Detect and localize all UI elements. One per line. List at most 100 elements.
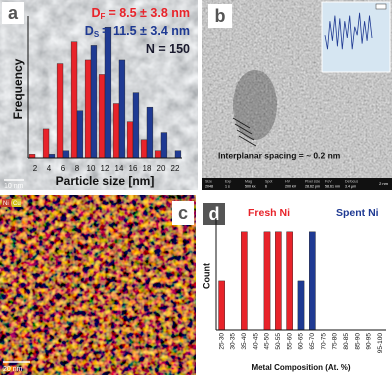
panel-label: a [8, 3, 19, 23]
panel-label: d [209, 204, 220, 224]
x-tick-label: 25-30 [218, 333, 225, 350]
info-value: 1 s [225, 184, 230, 188]
bar [118, 59, 126, 159]
bar [104, 27, 112, 159]
annotation-text: N = 150 [146, 42, 190, 56]
x-tick-label: 70-75 [320, 333, 327, 350]
panel-label-box [203, 203, 225, 225]
bar [286, 231, 293, 331]
panel-label-box [208, 4, 232, 28]
info-header: FoV [325, 179, 332, 183]
lattice-lines [232, 117, 257, 147]
x-tick-label: 55-60 [286, 333, 293, 350]
info-header: Pixel size [305, 179, 320, 183]
info-header: Size [205, 179, 212, 183]
x-axis-label: Metal Composition (At. %) [251, 363, 350, 372]
bar [56, 63, 64, 159]
x-tick-label: 45-50 [264, 333, 271, 350]
bar [62, 150, 70, 159]
info-header: Spot [265, 179, 272, 183]
legend-label: Cu [13, 201, 21, 207]
x-tick-label: 16 [129, 164, 138, 173]
x-tick-label: 22 [171, 164, 180, 173]
info-bar [202, 178, 392, 190]
bar [84, 59, 92, 159]
bar [90, 45, 98, 159]
y-axis-label: Frequency [11, 58, 25, 119]
bar [241, 231, 248, 331]
bar [132, 92, 140, 159]
x-tick-label: 2 [33, 164, 38, 173]
annotation: Interplanar spacing = ~ 0.2 nm [218, 150, 341, 160]
x-axis-label: Particle size [nm] [56, 174, 155, 188]
bar [275, 231, 282, 331]
x-tick-label: 6 [61, 164, 66, 173]
line-profile [324, 12, 373, 50]
x-tick-label: 80-85 [343, 333, 350, 350]
y-axis-label: Count [201, 263, 211, 289]
bar [112, 103, 120, 159]
info-header: HV [285, 179, 291, 183]
info-value: 6 [265, 184, 267, 188]
annotation-subscript: F [101, 12, 106, 21]
x-tick-label: 10 [87, 164, 96, 173]
info-header: Exp [225, 179, 231, 183]
info-value: 2048 [205, 184, 213, 188]
info-value: 3.4 µm [345, 184, 356, 188]
bar [76, 110, 84, 159]
bar [70, 41, 78, 159]
x-tick-label: 14 [115, 164, 124, 173]
x-tick-label: 90-95 [366, 333, 373, 350]
scale-bar-label: 2 nm [379, 181, 389, 186]
bar [140, 139, 148, 159]
bar [98, 74, 106, 159]
panel-label-box [172, 201, 194, 225]
annotation-symbol: D [85, 24, 94, 38]
scale-bar-label: 20 nm [3, 366, 23, 373]
x-tick-label: 95-100 [377, 333, 384, 354]
scale-bar-label: 10 nm [4, 183, 24, 190]
bar [42, 128, 50, 159]
panel-label-box [2, 2, 24, 24]
inset [321, 1, 391, 73]
x-tick-label: 75-80 [332, 333, 339, 350]
bar [263, 231, 271, 331]
info-value: 58.61 nm [325, 184, 340, 188]
info-header: Mag [245, 179, 252, 183]
x-tick-label: 35-40 [241, 333, 248, 350]
panel-label: c [178, 203, 188, 223]
annotation-text: = 11.5 ± 3.4 nm [102, 24, 190, 38]
x-tick-label: 12 [101, 164, 110, 173]
bar [174, 150, 182, 159]
legend-label: Spent Ni [336, 207, 379, 219]
bar [160, 132, 168, 159]
x-tick-label: 20 [157, 164, 166, 173]
annotation-subscript: S [94, 30, 100, 39]
legend-label: Fresh Ni [248, 207, 290, 219]
bar [309, 231, 316, 331]
inset-legend [375, 3, 387, 10]
bar [146, 106, 154, 159]
x-tick-label: 85-90 [354, 333, 361, 350]
x-tick-label: 40-45 [252, 333, 259, 350]
x-tick-label: 30-35 [230, 333, 237, 350]
x-tick-label: 4 [47, 164, 52, 173]
info-value: 500 kx [245, 184, 256, 188]
x-tick-label: 65-70 [309, 333, 316, 350]
bar [154, 150, 162, 159]
panel-label: b [215, 6, 226, 26]
annotation-symbol: D [92, 6, 101, 20]
legend-label: Ni [3, 201, 9, 207]
annotation: DS = 11.5 ± 3.4 nm [85, 24, 190, 39]
bar [218, 280, 225, 331]
x-tick-label: 50-55 [275, 333, 282, 350]
x-tick-label: 18 [143, 164, 152, 173]
x-tick-label: 60-65 [298, 333, 305, 350]
info-header: Defocus [345, 179, 358, 183]
legend-swatch [12, 199, 21, 207]
annotation: N = 150 [146, 42, 190, 56]
legend-swatch [2, 199, 11, 207]
bar [297, 280, 305, 331]
info-value: 200 kV [285, 184, 297, 188]
